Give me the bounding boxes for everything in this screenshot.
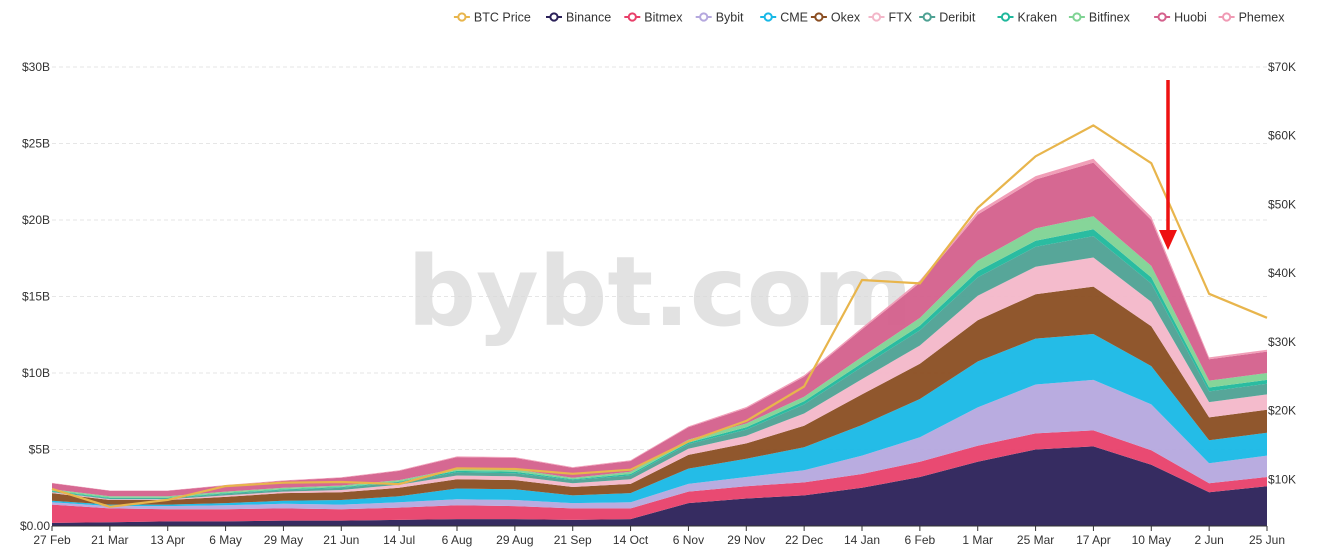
- legend-item-huobi[interactable]: Huobi: [1154, 11, 1207, 25]
- legend-item-bybit[interactable]: Bybit: [695, 11, 744, 25]
- arrow-head: [1159, 230, 1177, 250]
- y-left-tick-label: $20B: [22, 213, 50, 227]
- legend-label: BTC Price: [474, 11, 531, 25]
- legend-item-cme[interactable]: CME: [760, 11, 808, 25]
- legend-label: Huobi: [1174, 11, 1207, 25]
- legend-label: Okex: [831, 11, 861, 25]
- x-tick-label: 29 May: [264, 533, 303, 547]
- stacked-areas: [52, 158, 1267, 526]
- y-right-tick-label: $10K: [1268, 472, 1296, 486]
- x-tick-label: 17 Apr: [1076, 533, 1111, 547]
- y-left-tick-label: $15B: [22, 290, 50, 304]
- annotation-arrow: [1159, 80, 1177, 250]
- btc-price-line: [51, 124, 1268, 508]
- legend-label: Kraken: [1018, 11, 1058, 25]
- x-axis: 27 Feb 21 Mar 13 Apr 6 May 29 May 21 Jun 14 Ju…: [33, 525, 1285, 547]
- legend-item-bitmex[interactable]: Bitmex: [624, 11, 683, 25]
- legend-marker: [922, 12, 932, 22]
- legend-item-binance[interactable]: Binance: [546, 11, 611, 25]
- legend-marker: [627, 12, 637, 22]
- legend-item-phemex[interactable]: Phemex: [1218, 11, 1286, 25]
- legend-marker: [871, 12, 882, 22]
- area-deribit: [52, 236, 1267, 500]
- y-right-tick-label: $30K: [1268, 335, 1296, 349]
- x-tick-label: 29 Nov: [727, 533, 765, 547]
- y-left-tick-label: $0.00: [20, 519, 50, 533]
- legend-marker: [457, 12, 467, 22]
- y-axis-right: $10K $20K $30K $40K $50K $60K $70K: [1268, 60, 1296, 486]
- x-tick-label: 29 Aug: [496, 533, 533, 547]
- x-tick-label: 6 Aug: [442, 533, 473, 547]
- y-left-tick-label: $10B: [22, 366, 50, 380]
- legend-item-okex[interactable]: Okex: [810, 11, 861, 25]
- area-okex: [52, 286, 1267, 505]
- area-huobi: [52, 162, 1267, 497]
- x-tick-label: 25 Jun: [1249, 533, 1285, 547]
- x-tick-label: 2 Jun: [1194, 533, 1223, 547]
- x-tick-label: 6 May: [209, 533, 242, 547]
- legend-label: CME: [780, 11, 808, 25]
- x-tick-label: 14 Jul: [383, 533, 415, 547]
- y-right-tick-label: $70K: [1268, 60, 1296, 74]
- legend-label: Binance: [566, 11, 611, 25]
- legend-marker: [1222, 12, 1232, 22]
- y-right-tick-label: $40K: [1268, 266, 1296, 280]
- area-binance: [52, 446, 1267, 526]
- x-tick-label: 1 Mar: [962, 533, 993, 547]
- x-tick-label: 14 Jan: [844, 533, 880, 547]
- legend-label: Bitfinex: [1089, 11, 1131, 25]
- legend[interactable]: BTC Price Binance Bitmex Bybit CME Okex FTX Der…: [453, 11, 1286, 25]
- x-tick-label: 27 Feb: [33, 533, 71, 547]
- x-tick-label: 14 Oct: [613, 533, 649, 547]
- legend-item-ftx[interactable]: FTX: [868, 11, 913, 25]
- x-tick-label: 10 May: [1132, 533, 1171, 547]
- y-left-tick-label: $25B: [22, 137, 50, 151]
- y-left-tick-label: $30B: [22, 60, 50, 74]
- area-ftx: [52, 257, 1267, 500]
- legend-item-kraken[interactable]: Kraken: [997, 11, 1058, 25]
- x-tick-label: 21 Sep: [554, 533, 592, 547]
- legend-marker: [763, 12, 773, 22]
- x-tick-label: 22 Dec: [785, 533, 823, 547]
- legend-label: FTX: [889, 11, 913, 25]
- legend-item-deribit[interactable]: Deribit: [919, 11, 976, 25]
- legend-label: Bitmex: [644, 11, 683, 25]
- btc-price-line-group: [51, 124, 1268, 508]
- legend-marker: [814, 12, 824, 22]
- area-bitmex: [52, 430, 1267, 523]
- legend-marker: [1000, 12, 1011, 22]
- x-tick-label: 6 Feb: [905, 533, 936, 547]
- y-axis-left: $0.00 $5B $10B $15B $20B $25B $30B: [20, 60, 50, 533]
- legend-marker: [1072, 12, 1082, 22]
- y-right-tick-label: $60K: [1268, 129, 1296, 143]
- watermark: bybt.com: [407, 236, 912, 348]
- legend-item-btc-price[interactable]: BTC Price: [453, 11, 531, 25]
- legend-marker: [549, 12, 559, 22]
- y-right-tick-label: $20K: [1268, 404, 1296, 418]
- y-right-tick-label: $50K: [1268, 197, 1296, 211]
- legend-item-bitfinex[interactable]: Bitfinex: [1068, 11, 1131, 25]
- legend-marker: [699, 12, 709, 22]
- x-tick-label: 21 Jun: [323, 533, 359, 547]
- x-tick-label: 6 Nov: [673, 533, 704, 547]
- area-cme: [52, 334, 1267, 507]
- y-left-tick-label: $5B: [29, 443, 50, 457]
- legend-label: Phemex: [1239, 11, 1286, 25]
- x-tick-label: 21 Mar: [91, 533, 128, 547]
- x-tick-label: 25 Mar: [1017, 533, 1054, 547]
- x-tick-label: 13 Apr: [150, 533, 185, 547]
- legend-marker: [1157, 12, 1167, 22]
- legend-label: Deribit: [939, 11, 976, 25]
- legend-label: Bybit: [716, 11, 744, 25]
